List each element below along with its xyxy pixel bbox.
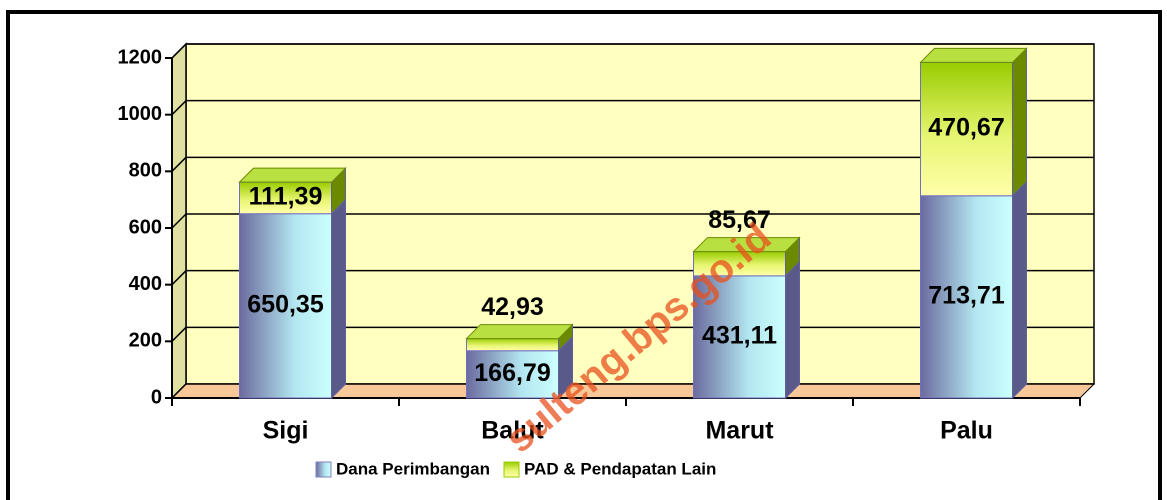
bar-side <box>785 260 800 400</box>
grid-line-side <box>171 383 187 399</box>
x-tick-label: Sigi <box>263 417 309 445</box>
bar-segment <box>693 275 786 399</box>
grid-line-side <box>171 213 187 229</box>
y-tick-label: 1000 <box>118 103 163 125</box>
legend-label: PAD & Pendapatan Lain <box>524 459 716 478</box>
legend-label: Dana Perimbangan <box>336 459 490 478</box>
bar-side <box>331 198 346 400</box>
y-tick-label: 1200 <box>118 46 163 68</box>
data-label: 470,67 <box>928 114 1004 142</box>
bar-top <box>238 167 347 183</box>
x-tick-label: Palu <box>940 417 993 445</box>
bar-segment <box>466 338 559 352</box>
grid-line-side <box>171 326 187 342</box>
bar-segment <box>239 213 332 399</box>
data-label: 713,71 <box>928 282 1005 310</box>
data-label: 650,35 <box>247 290 324 318</box>
x-tick-label: Balut <box>481 417 544 445</box>
bar-side <box>1012 47 1027 197</box>
data-label: 166,79 <box>474 359 550 387</box>
x-tick-label: Marut <box>705 417 774 445</box>
bar-side <box>1012 180 1027 400</box>
bar-top <box>692 237 801 253</box>
data-label: 111,39 <box>249 183 323 211</box>
data-label: 85,67 <box>708 206 771 234</box>
grid-line-side <box>171 100 187 116</box>
bar-segment <box>239 181 332 215</box>
bar-top <box>465 324 574 340</box>
y-tick-label: 600 <box>129 216 162 238</box>
bar-top <box>919 47 1028 63</box>
bar-segment <box>466 350 559 399</box>
data-label: 431,11 <box>702 322 777 350</box>
legend-swatch <box>315 461 332 478</box>
grid-line-side <box>171 270 187 286</box>
y-tick-label: 400 <box>129 273 162 295</box>
grid-line-side <box>171 43 187 59</box>
data-label: 42,93 <box>481 293 544 321</box>
y-tick-label: 200 <box>129 330 162 352</box>
legend-swatch <box>503 461 520 478</box>
y-tick-label: 0 <box>151 386 162 408</box>
grid-line-side <box>171 156 187 172</box>
y-tick-label: 800 <box>129 160 162 182</box>
